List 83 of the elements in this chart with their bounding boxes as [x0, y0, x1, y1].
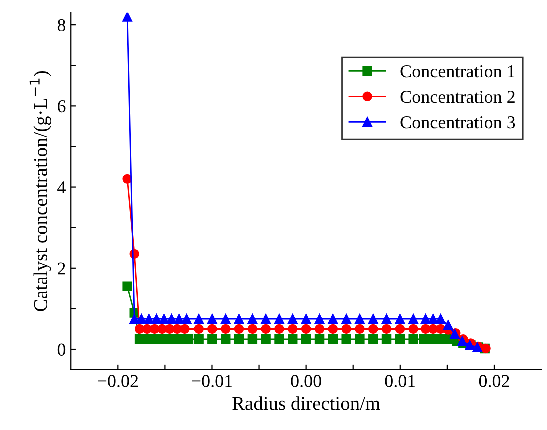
y-axis-title: Catalyst concentration/(g·L$^{−1}$) — [30, 71, 52, 312]
point — [142, 324, 152, 334]
point — [274, 314, 284, 324]
point — [355, 324, 365, 334]
point — [395, 324, 406, 334]
point — [408, 314, 418, 324]
point — [248, 314, 258, 324]
point — [301, 334, 312, 344]
point — [301, 314, 312, 324]
x-tick-label: −0.01 — [192, 375, 232, 388]
point — [328, 314, 338, 324]
point — [166, 314, 177, 324]
point — [428, 314, 438, 324]
point — [301, 324, 312, 334]
point — [342, 314, 352, 324]
point — [314, 334, 325, 344]
x-tick-label: −0.02 — [98, 375, 138, 388]
legend-label: Concentration 3 — [400, 116, 516, 129]
point — [221, 324, 231, 334]
point — [261, 334, 271, 344]
point — [194, 324, 204, 334]
point — [408, 324, 418, 334]
x-tick-label: 0.02 — [479, 375, 510, 388]
point — [261, 324, 271, 334]
point — [288, 324, 298, 334]
point — [342, 324, 352, 334]
point — [368, 324, 378, 334]
point — [221, 314, 231, 324]
y-tick-label: 4 — [58, 182, 66, 194]
point — [248, 324, 258, 334]
point — [288, 334, 298, 344]
point — [152, 314, 162, 324]
point — [382, 324, 392, 334]
point — [314, 324, 325, 334]
point — [130, 314, 140, 324]
point — [420, 314, 431, 324]
point — [208, 334, 218, 344]
point — [395, 314, 406, 324]
point — [136, 314, 147, 324]
point — [328, 334, 338, 344]
point — [444, 320, 454, 330]
point — [174, 314, 184, 324]
point — [436, 314, 446, 324]
point — [382, 334, 392, 344]
point — [274, 334, 284, 344]
legend-label: Concentration 1 — [400, 66, 515, 78]
y-tick-label: 0 — [58, 344, 66, 356]
point — [208, 324, 218, 334]
point — [144, 314, 154, 324]
legend-label: Concentration 2 — [400, 91, 515, 104]
point — [122, 282, 132, 292]
point — [234, 314, 244, 324]
point — [208, 314, 218, 324]
point — [159, 314, 170, 324]
point — [184, 334, 194, 344]
x-tick-label: 0.00 — [291, 375, 322, 388]
point — [221, 334, 231, 344]
point — [234, 324, 244, 334]
point — [408, 334, 418, 344]
point — [355, 334, 365, 344]
point — [182, 314, 192, 324]
point — [261, 314, 271, 324]
point — [368, 314, 378, 324]
point — [342, 334, 352, 344]
y-tick-label: 8 — [58, 19, 66, 32]
y-tick-label: 6 — [58, 100, 66, 113]
x-axis-title: Radius direction/m — [232, 396, 380, 410]
point — [288, 314, 298, 324]
point — [368, 334, 378, 344]
point — [382, 314, 392, 324]
point — [122, 12, 132, 22]
point — [328, 324, 338, 334]
point — [274, 324, 284, 334]
point — [194, 334, 204, 344]
y-tick-label: 2 — [58, 262, 66, 275]
point — [194, 314, 204, 324]
x-tick-label: 0.01 — [385, 375, 416, 388]
point — [234, 334, 244, 344]
point — [314, 314, 325, 324]
point — [395, 334, 406, 344]
point — [180, 324, 190, 334]
point — [248, 334, 258, 344]
point — [355, 314, 365, 324]
